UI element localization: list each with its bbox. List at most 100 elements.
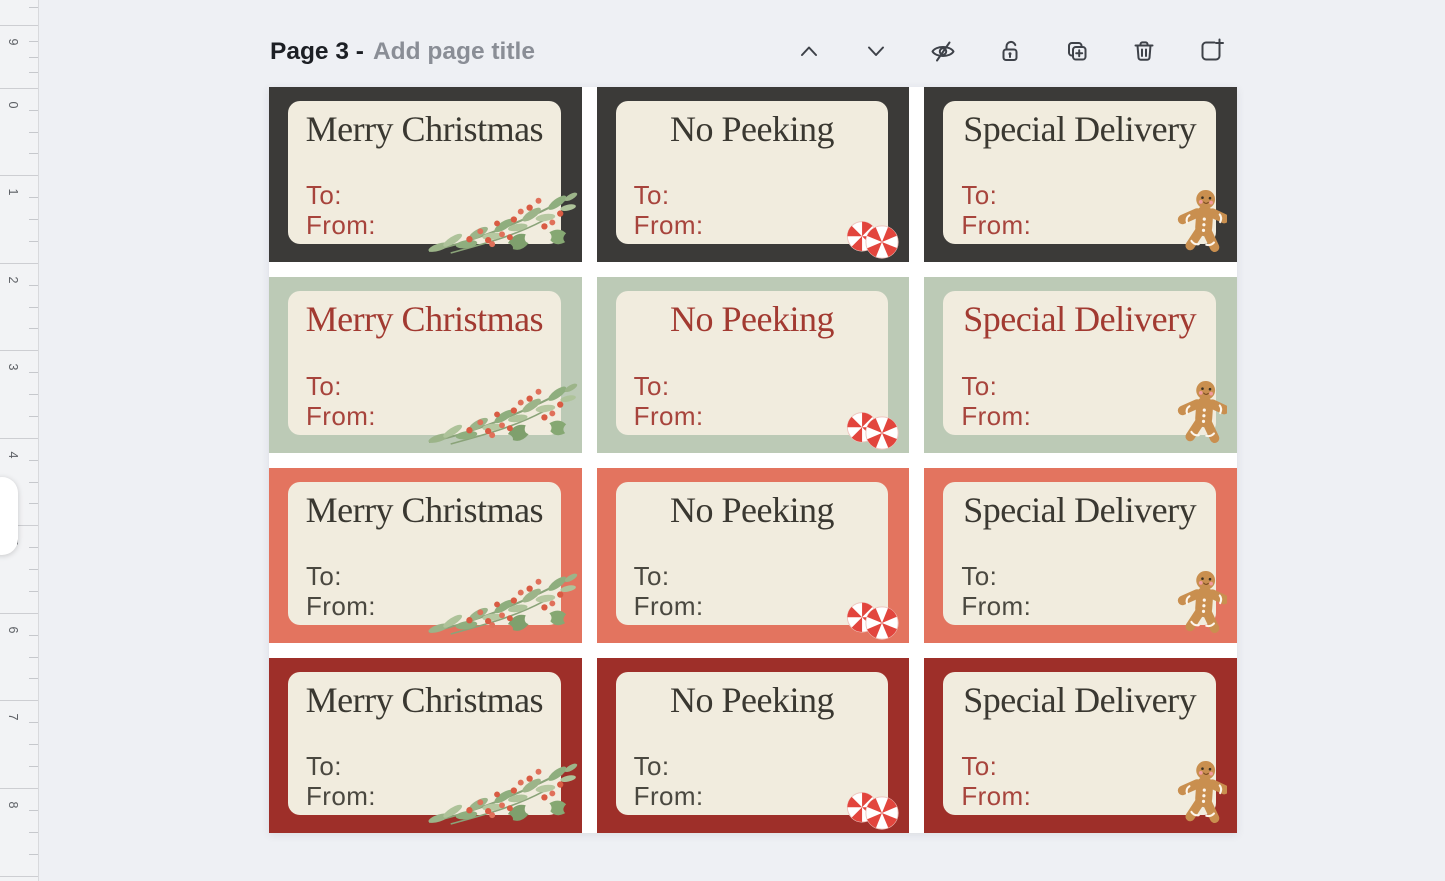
gift-tag-title: Merry Christmas [305, 679, 544, 720]
gift-tag-from-label: From: [633, 210, 704, 241]
gift-tag[interactable]: Special Delivery To: From: [924, 277, 1237, 453]
gift-tag-lines: To: From: [634, 561, 704, 621]
gift-tag-to-label: To: [961, 180, 998, 211]
ruler-tick [29, 656, 38, 658]
gift-tag-from-label: From: [306, 210, 376, 241]
ruler-number: 8 [6, 801, 20, 809]
gift-tag-lines: To: From: [961, 751, 1031, 811]
gift-tag[interactable]: Special Delivery To: From: [924, 657, 1237, 833]
gift-tag-card: Merry Christmas To: From: [288, 101, 561, 245]
ruler-number: 1 [6, 188, 20, 196]
ruler-major-line [0, 613, 38, 614]
ruler-major-line [0, 263, 38, 264]
gift-tag[interactable]: Merry Christmas To: From: [269, 657, 582, 833]
gift-tag-card: Special Delivery To: From: [943, 291, 1216, 435]
gift-tag[interactable]: Merry Christmas To: From: [269, 87, 582, 263]
trash-icon [1134, 41, 1154, 61]
gift-tag-to-label: To: [633, 370, 670, 401]
ruler-major-line [0, 788, 38, 789]
page-title-input[interactable]: Add page title [372, 38, 535, 65]
page-number-label: Page 3 - [270, 38, 364, 65]
vertical-ruler[interactable]: 9012345678 [0, 0, 39, 881]
gift-tag-title: No Peeking [670, 109, 834, 149]
ruler-tick [29, 810, 38, 811]
gift-tag-title: Merry Christmas [305, 299, 544, 340]
gift-tag-card: Special Delivery To: From: [943, 481, 1216, 625]
lock-page-button[interactable] [995, 36, 1025, 66]
gift-tag-from-label: From: [306, 400, 376, 431]
gift-tag-lines: To: From: [306, 371, 376, 431]
gift-tag[interactable]: No Peeking To: From: [596, 467, 910, 643]
gift-tag-to-label: To: [306, 560, 342, 591]
page-toolbar [794, 36, 1226, 66]
gift-tag[interactable]: Merry Christmas To: From: [269, 467, 582, 643]
gift-tag-title: Special Delivery [963, 109, 1197, 149]
ruler-number: 2 [6, 276, 20, 284]
gift-tag-card: Merry Christmas To: From: [288, 481, 561, 625]
gift-tag-from-label: From: [633, 590, 704, 621]
gift-tag-from-label: From: [633, 400, 704, 431]
gift-tag-to-label: To: [961, 560, 998, 591]
ruler-tick [29, 678, 38, 680]
gift-tag-title: Special Delivery [963, 299, 1197, 340]
ruler-tick [29, 854, 38, 855]
ruler-tick [29, 306, 38, 308]
duplicate-page-button[interactable] [1062, 36, 1092, 66]
gift-tag[interactable]: No Peeking To: From: [596, 657, 910, 833]
ruler-tick [29, 569, 38, 570]
ruler-tick [29, 591, 38, 592]
ruler-tick [29, 547, 38, 548]
gift-tag[interactable]: No Peeking To: From: [596, 277, 910, 453]
ruler-major-line [0, 876, 38, 877]
gift-tag-to-label: To: [306, 751, 342, 781]
gift-tag[interactable]: Merry Christmas To: From: [269, 277, 582, 453]
page-header-bar: Page 3 - Add page title [270, 38, 535, 66]
gift-tag-from-label: From: [633, 781, 704, 811]
gift-tag-from-label: From: [306, 590, 376, 621]
add-page-button[interactable] [1196, 36, 1226, 66]
gift-tag-title: Special Delivery [963, 489, 1197, 530]
move-page-up-button[interactable] [794, 36, 824, 66]
delete-page-button[interactable] [1129, 36, 1159, 66]
gift-tag-card: No Peeking To: From: [615, 481, 889, 625]
gift-tag[interactable]: No Peeking To: From: [596, 87, 910, 263]
ruler-tick [29, 372, 38, 373]
ruler-tick [29, 481, 38, 483]
ruler-major-line [0, 700, 38, 701]
move-page-down-button[interactable] [861, 36, 891, 66]
gift-tag-to-label: To: [961, 370, 998, 401]
ruler-tick [29, 109, 38, 111]
ruler-tick [29, 766, 38, 767]
panel-collapse-handle[interactable] [0, 477, 18, 555]
ruler-tick [29, 832, 38, 833]
gift-tag-to-label: To: [633, 560, 670, 591]
gift-tag[interactable]: Special Delivery To: From: [924, 467, 1237, 643]
gift-tag-card: Merry Christmas To: From: [288, 671, 561, 815]
gift-tag[interactable]: Special Delivery To: From: [924, 87, 1237, 263]
ruler-major-line [0, 438, 38, 439]
gift-tag-from-label: From: [961, 781, 1032, 811]
chevron-up-icon [801, 46, 817, 56]
gift-tag-from-label: From: [306, 781, 376, 811]
gift-tag-to-label: To: [633, 180, 670, 211]
gift-tag-to-label: To: [306, 370, 342, 401]
ruler-number: 0 [6, 101, 20, 109]
hide-page-button[interactable] [928, 36, 958, 66]
ruler-major-line [0, 350, 38, 351]
gift-tag-title: No Peeking [670, 489, 834, 530]
ruler-number: 3 [6, 363, 20, 371]
ruler-major-line [0, 25, 38, 26]
ruler-tick [29, 722, 38, 723]
unlock-icon [1002, 40, 1018, 61]
gift-tag-title: No Peeking [670, 299, 834, 340]
chevron-down-icon [868, 46, 884, 56]
gift-tag-lines: To: From: [961, 180, 1031, 240]
ruler-tick [29, 284, 38, 286]
ruler-tick [29, 7, 38, 8]
gift-tag-lines: To: From: [961, 371, 1031, 431]
gift-tag-card: Merry Christmas To: From: [288, 291, 561, 435]
add-page-icon [1201, 38, 1224, 61]
gift-tag-to-label: To: [306, 180, 342, 211]
ruler-major-line [0, 175, 38, 176]
ruler-tick [29, 56, 38, 58]
